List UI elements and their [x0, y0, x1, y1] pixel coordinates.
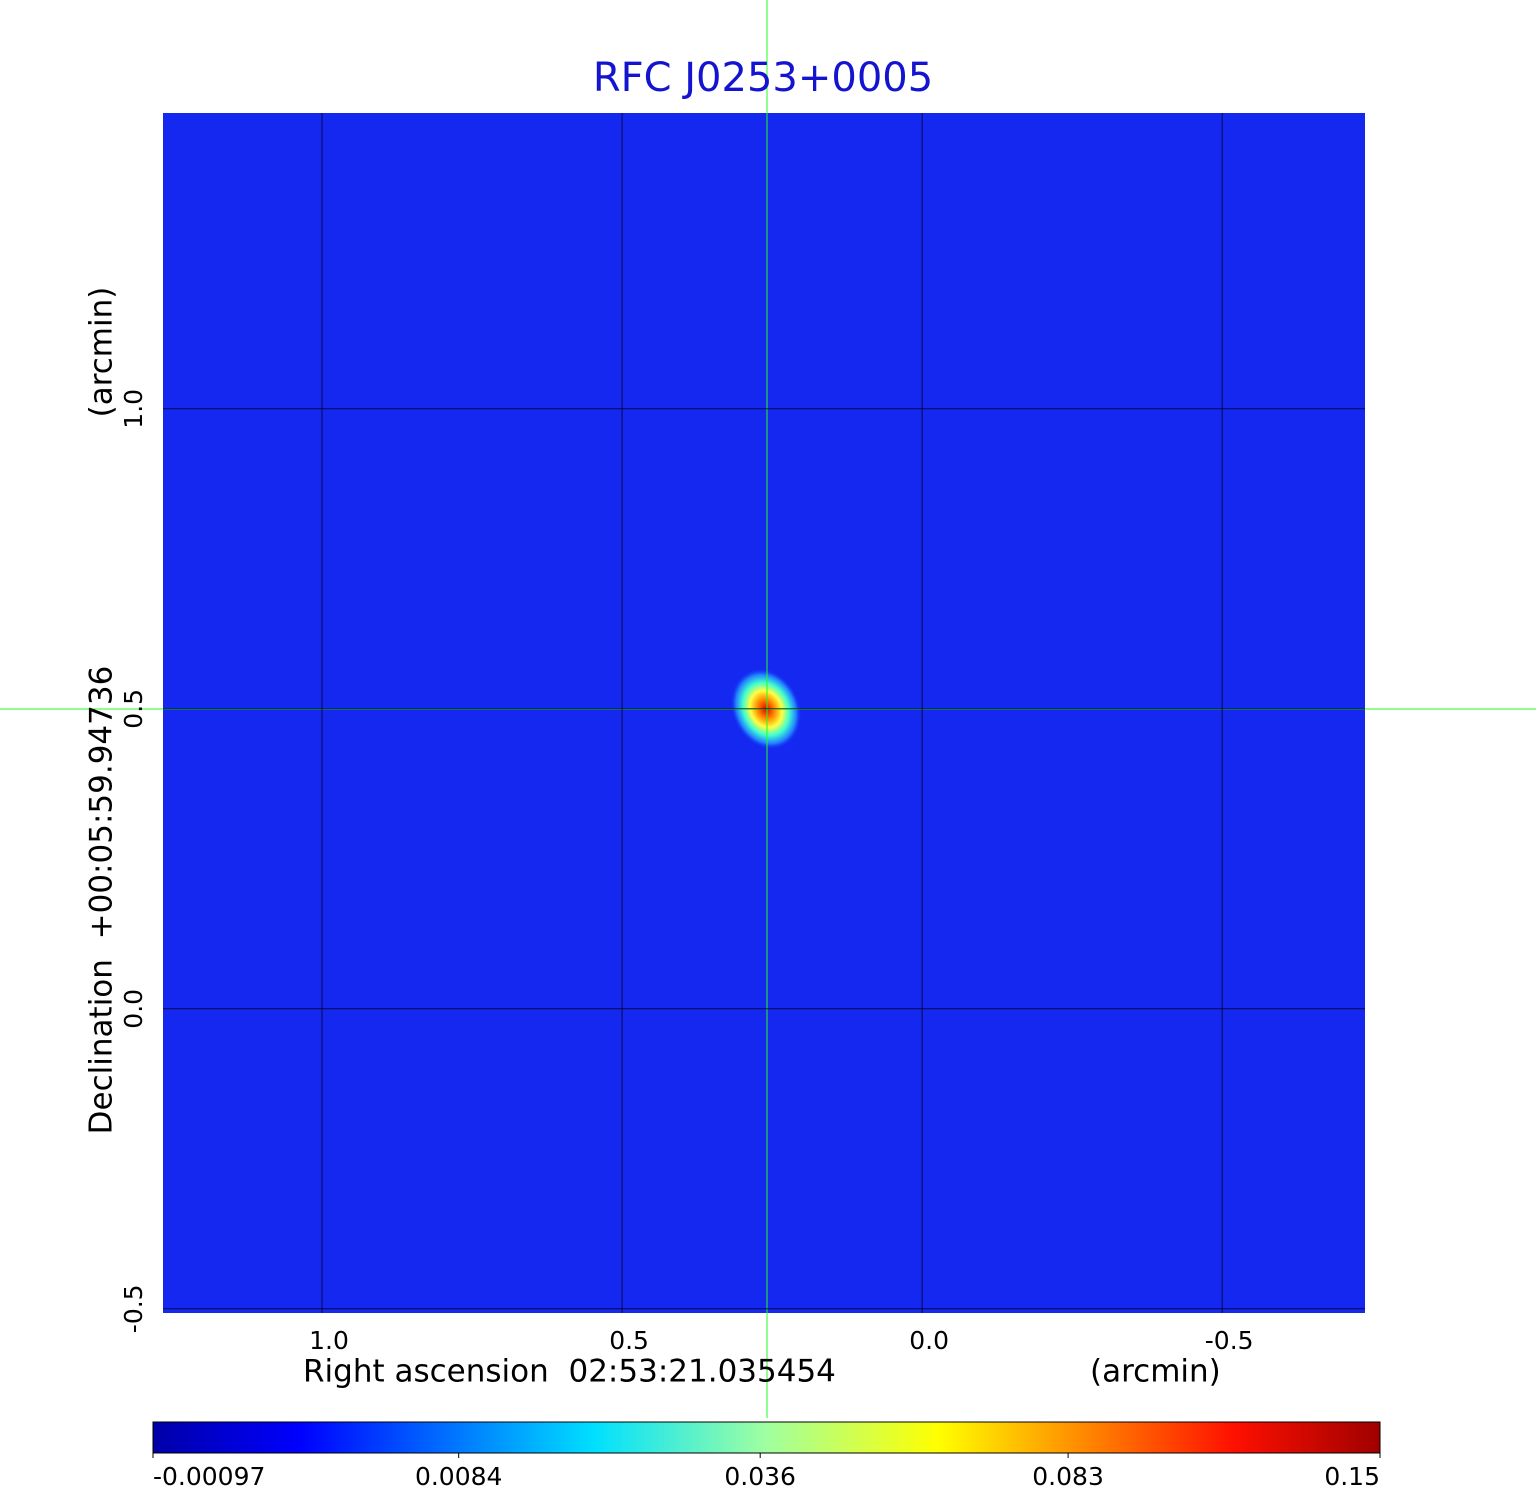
- y-tick-label: 1.0: [119, 389, 148, 429]
- colorbar-tick-label: 0.15: [1324, 1462, 1380, 1491]
- chart-title: RFC J0253+0005: [593, 55, 933, 101]
- x-tick-label: 0.5: [609, 1326, 649, 1355]
- y-tick-label: 0.0: [119, 989, 148, 1029]
- x-axis-unit: (arcmin): [1090, 1354, 1221, 1390]
- colorbar-tick-label: 0.0084: [415, 1462, 502, 1491]
- y-axis-unit: (arcmin): [84, 287, 120, 418]
- y-tick-label: -0.5: [119, 1284, 148, 1333]
- y-tick-label: 0.5: [119, 689, 148, 729]
- x-tick-label: -0.5: [1205, 1326, 1254, 1355]
- colorbar-tick-label: -0.00097: [153, 1462, 265, 1491]
- colorbar-tick-label: 0.083: [1032, 1462, 1104, 1491]
- x-tick-label: 0.0: [909, 1326, 949, 1355]
- y-axis-label: Declination +00:05:59.94736: [84, 666, 120, 1135]
- x-tick-label: 1.0: [309, 1326, 349, 1355]
- x-axis-label: Right ascension 02:53:21.035454: [303, 1354, 836, 1390]
- colorbar-tick-label: 0.036: [724, 1462, 796, 1491]
- colorbar: [152, 1421, 1381, 1454]
